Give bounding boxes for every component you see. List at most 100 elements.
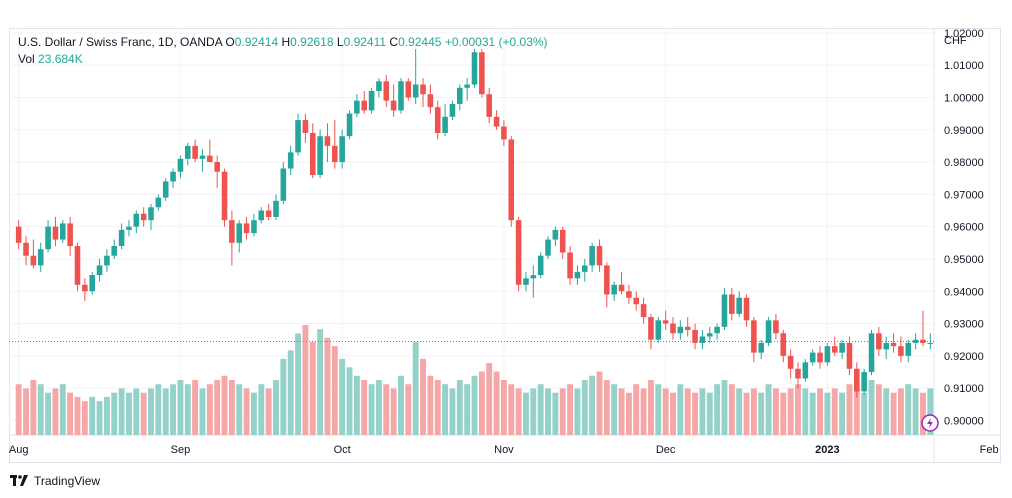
volume-bar [170, 384, 177, 435]
candle-body [412, 84, 419, 98]
volume-bar [853, 388, 860, 435]
candle-body [148, 207, 154, 221]
volume-bar [883, 388, 890, 435]
candle-body [376, 81, 382, 91]
candle-body [824, 346, 831, 363]
volume-value: 23.684K [38, 52, 83, 66]
volume-bar [574, 388, 581, 435]
candle-body [927, 342, 934, 344]
volume-bar [464, 384, 471, 435]
volume-bar [368, 384, 375, 435]
volume-bar [383, 384, 390, 435]
x-tick-label: Feb [980, 444, 999, 456]
volume-bar [155, 384, 162, 435]
candle-body [118, 229, 125, 247]
candle-body [898, 346, 904, 356]
volume-bar [15, 384, 22, 435]
candle-body [383, 81, 390, 101]
candle-body [199, 155, 206, 159]
candle-body [295, 120, 301, 153]
volume-bar [706, 392, 713, 435]
lightning-glyph [927, 418, 933, 428]
volume-bar [59, 384, 66, 435]
volume-bar [162, 388, 169, 435]
volume-bar [787, 388, 794, 435]
y-tick-label: 0.95000 [944, 254, 984, 266]
candle-body [133, 213, 140, 227]
candle-body [905, 342, 912, 356]
volume-bar [905, 384, 912, 435]
volume-bar [361, 380, 368, 435]
candle-body [67, 223, 73, 247]
change-value: +0.00031 (+0.03%) [444, 35, 548, 49]
volume-bar [750, 388, 757, 435]
volume-bar [221, 375, 228, 435]
candlestick-chart[interactable]: 1.02000 1.01000 1.00000 0.99000 0.98000 0.970… [9, 28, 1001, 463]
volume-bar [537, 384, 544, 435]
candle-body [74, 246, 81, 285]
high-label: H [281, 35, 291, 49]
volume-bar [317, 329, 324, 435]
candle-body [229, 220, 235, 243]
candle-body [787, 355, 794, 369]
candle-body [692, 330, 698, 343]
candle-body [140, 213, 147, 221]
y-tick-label: 1.02000 [944, 28, 984, 40]
volume-bar [897, 388, 904, 435]
candle-body [23, 242, 29, 256]
volume-bar [817, 388, 823, 435]
candle-body [59, 223, 66, 240]
volume-bar [96, 401, 103, 435]
volume-bar [442, 384, 449, 435]
volume-bar [346, 367, 353, 435]
candle-body [177, 158, 184, 172]
volume-bar [280, 358, 287, 435]
candle-body [596, 246, 603, 266]
volume-bar [618, 388, 625, 435]
candle-body [780, 333, 787, 356]
candle-body [846, 342, 853, 369]
candle-body [736, 297, 742, 314]
volume-bar [559, 388, 566, 435]
candle-body [662, 320, 669, 324]
candle-body [743, 297, 750, 321]
candle-body [243, 223, 250, 234]
candle-body [515, 220, 522, 285]
volume-bar [743, 392, 750, 435]
candle-body [655, 320, 662, 340]
candle-body [809, 352, 816, 363]
candle-body [795, 368, 801, 379]
volume-bar [809, 392, 816, 435]
volume-bar [552, 392, 559, 435]
volume-bar [625, 392, 632, 435]
y-tick-label: 0.96000 [944, 222, 984, 234]
x-tick-label: Dec [656, 444, 676, 456]
candle-body [920, 339, 926, 343]
candle-body [170, 171, 176, 182]
ohlc-legend: U.S. Dollar / Swiss Franc, 1D, OANDA O0.… [18, 35, 548, 49]
candle-body [545, 239, 551, 256]
candle-body [486, 94, 492, 117]
candle-body [765, 320, 772, 343]
volume-bar [721, 380, 728, 435]
candle-body [883, 342, 890, 350]
volume-bar [868, 380, 875, 435]
volume-bar [758, 392, 765, 435]
volume-bar [52, 388, 59, 435]
volume-bar [353, 375, 360, 435]
volume-bar [375, 380, 382, 435]
candle-body [82, 284, 88, 292]
y-tick-label: 0.91000 [944, 383, 984, 395]
candle-body [287, 152, 294, 169]
y-tick-label: 1.01000 [944, 60, 984, 72]
candle-body [817, 352, 823, 363]
volume-bar [478, 371, 485, 435]
candle-body [839, 342, 845, 353]
candle-body [773, 320, 779, 334]
tradingview-brand[interactable]: TradingView [34, 474, 101, 488]
candle-body [633, 297, 640, 305]
volume-bar [412, 341, 419, 435]
candle-body [684, 326, 691, 331]
candle-body [523, 278, 529, 285]
y-tick-label: 0.90000 [944, 415, 984, 427]
